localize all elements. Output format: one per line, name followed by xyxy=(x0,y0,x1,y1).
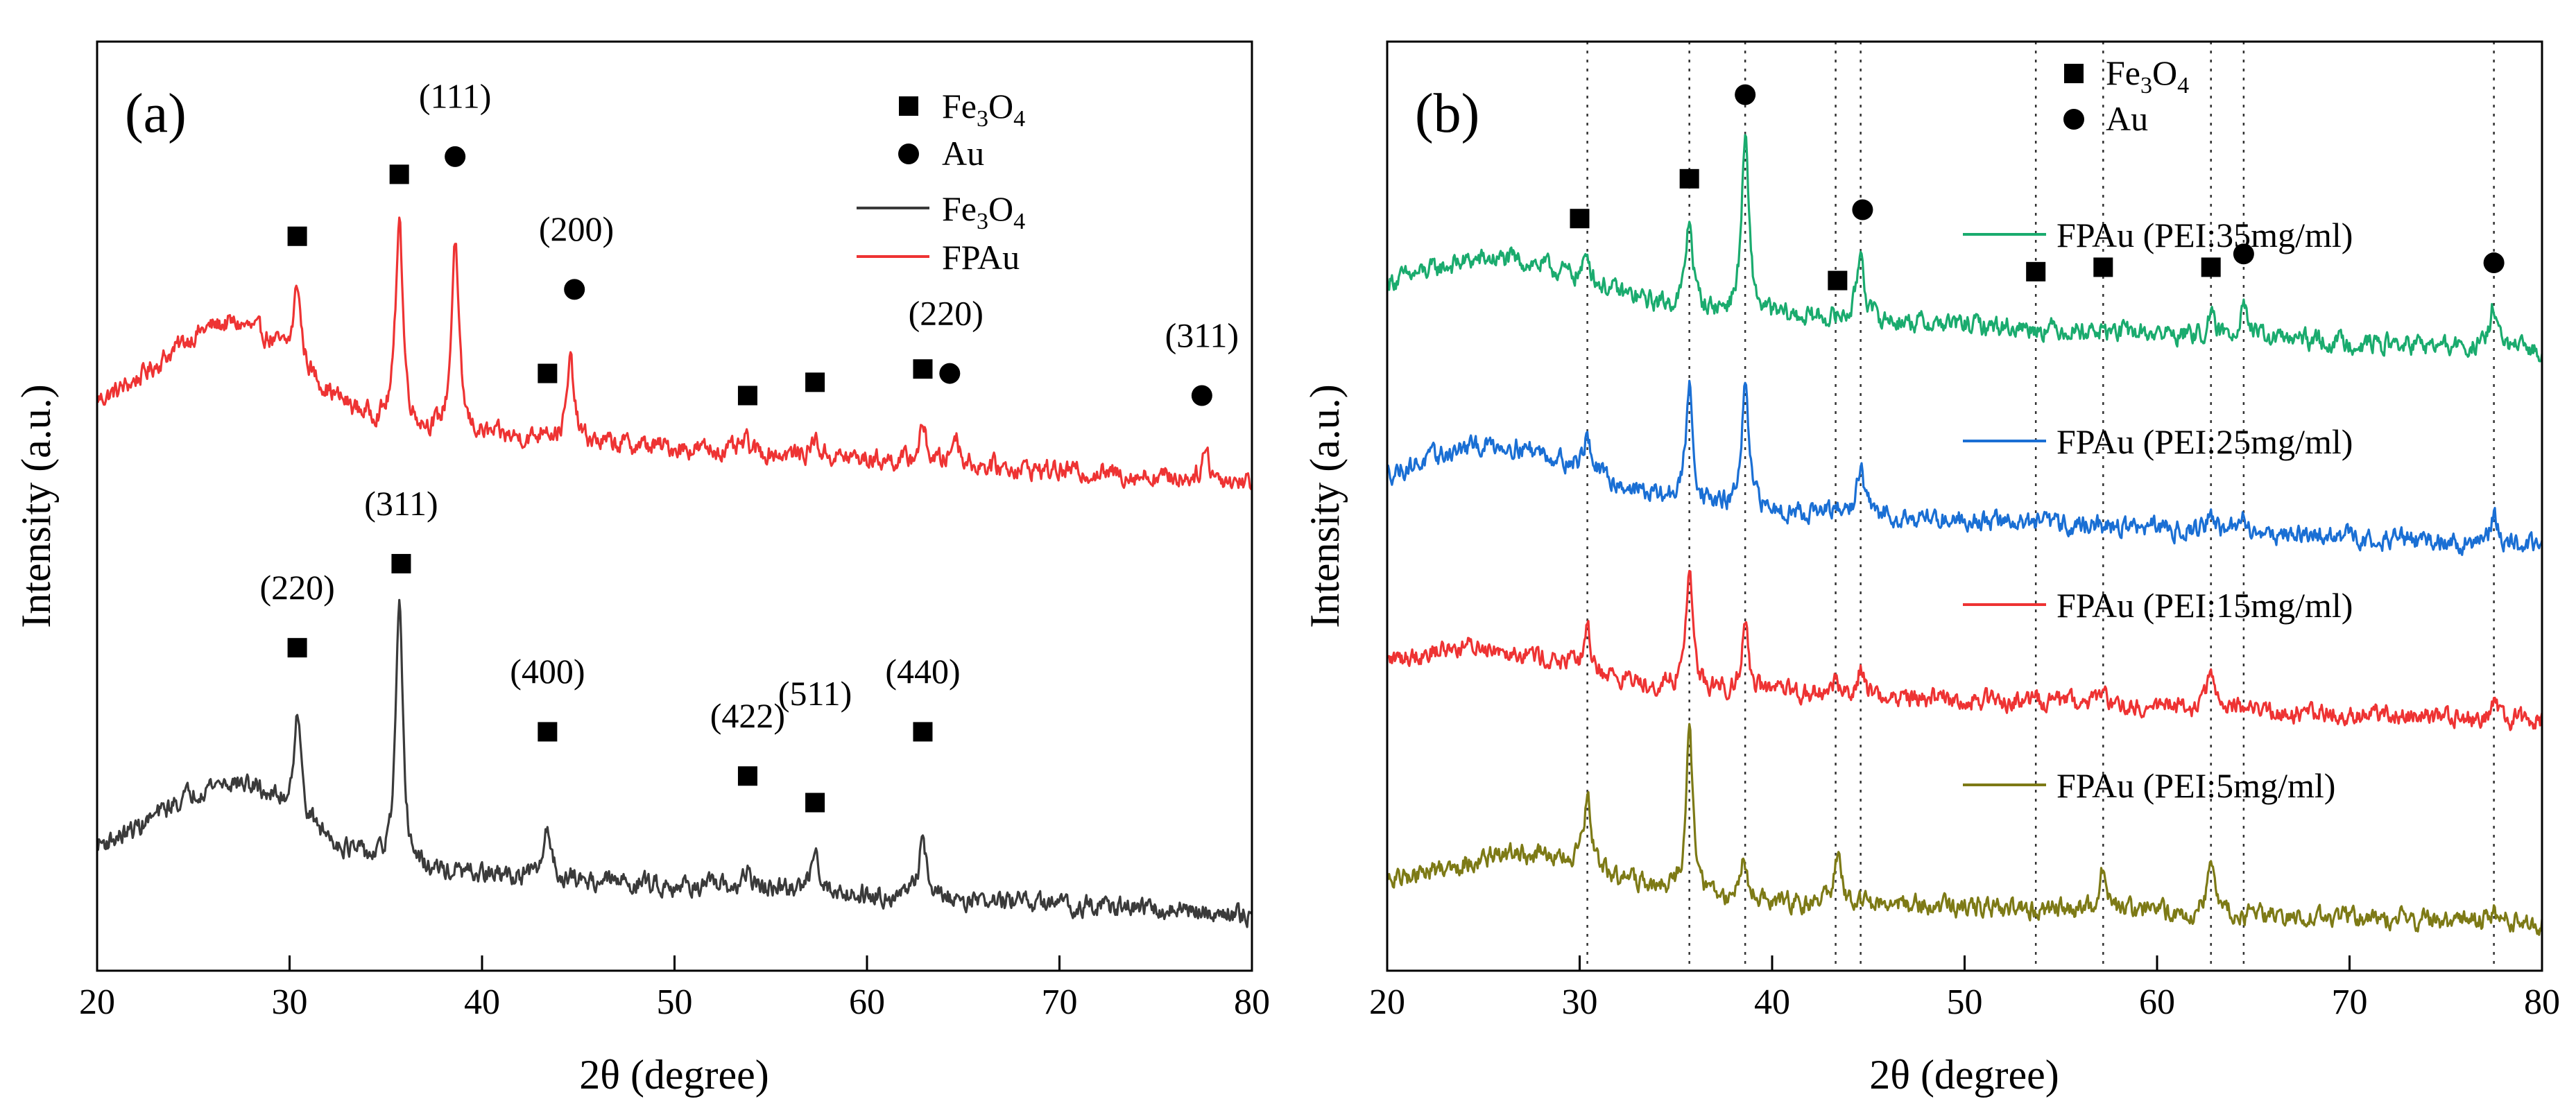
fe3o4-peak-marker xyxy=(1570,209,1590,229)
legend-pei15-label: FPAu (PEI:15mg/ml) xyxy=(2056,586,2353,625)
legend-fpau-line-label: FPAu xyxy=(942,238,1020,277)
x-tick-label: 70 xyxy=(2332,982,2368,1022)
miller-index-label: (311) xyxy=(1165,315,1239,354)
legend-au-marker-label: Au xyxy=(942,134,984,173)
fe3o4-peak-marker xyxy=(913,359,933,379)
x-tick-label: 70 xyxy=(1042,982,1078,1022)
x-tick-label: 60 xyxy=(2139,982,2175,1022)
x-tick-label: 20 xyxy=(79,982,115,1022)
fe3o4-peak-marker xyxy=(805,793,825,813)
au-peak-marker xyxy=(2483,252,2505,274)
fe3o4-peak-marker xyxy=(389,164,409,184)
legend-pei25-label: FPAu (PEI:25mg/ml) xyxy=(2056,422,2353,461)
panel-b-y-axis-label: Intensity (a.u.) xyxy=(1302,384,1348,628)
fe3o4-peak-marker xyxy=(737,386,757,406)
miller-index-label: (220) xyxy=(909,293,984,332)
fe3o4-peak-marker xyxy=(913,722,933,742)
miller-index-label: (440) xyxy=(885,652,960,691)
x-tick-label: 40 xyxy=(1754,982,1790,1022)
panel-b-chart: 20 30 40 50 60 70 80 (b) 2θ (degree) Intensity… xyxy=(1302,40,2560,1098)
series-line-fpau xyxy=(96,216,1253,491)
miller-index-label: (400) xyxy=(510,652,585,691)
legend-circle-marker xyxy=(898,144,919,164)
au-peak-marker xyxy=(939,363,961,384)
panel-b-label: (b) xyxy=(1415,83,1479,144)
fe3o4-peak-marker xyxy=(538,722,558,742)
legend-pei35-label: FPAu (PEI:35mg/ml) xyxy=(2056,216,2353,254)
fe3o4-peak-marker xyxy=(287,638,307,658)
fe3o4-peak-marker xyxy=(2093,257,2113,277)
panel-b-reference-lines xyxy=(1586,42,2495,971)
panel-b-x-axis-label: 2θ (degree) xyxy=(1869,1052,2059,1098)
miller-index-label: (111) xyxy=(419,77,492,116)
legend-fe3o4-marker-label: Fe3O4 xyxy=(942,87,1025,132)
au-peak-marker xyxy=(1191,385,1212,406)
legend-au-marker-label: Au xyxy=(2106,99,2148,138)
fe3o4-peak-marker xyxy=(737,766,757,786)
miller-index-label: (200) xyxy=(539,209,614,248)
legend-circle-marker xyxy=(2063,109,2084,130)
panel-a-y-axis-label: Intensity (a.u.) xyxy=(13,384,59,628)
panel-b-x-ticks: 20 30 40 50 60 70 80 xyxy=(1369,955,2560,1022)
panel-b-plot-area xyxy=(1386,84,2543,936)
series-line-fpau-pei-25mg-ml- xyxy=(1386,379,2543,556)
x-tick-label: 80 xyxy=(1234,982,1270,1022)
fe3o4-peak-marker xyxy=(1828,270,1848,291)
x-tick-label: 30 xyxy=(272,982,308,1022)
panel-b-marker-legend: Fe3O4 Au xyxy=(2063,53,2189,138)
fe3o4-peak-marker xyxy=(538,363,558,383)
x-tick-label: 50 xyxy=(1947,982,1983,1022)
series-line-fe3o4 xyxy=(96,598,1253,928)
panel-a-x-axis-label: 2θ (degree) xyxy=(579,1052,769,1098)
legend-pei5-label: FPAu (PEI:5mg/ml) xyxy=(2056,766,2335,805)
x-tick-label: 50 xyxy=(657,982,693,1022)
panel-a-x-ticks: 20 30 40 50 60 70 80 xyxy=(79,955,1270,1022)
miller-index-label: (422) xyxy=(710,696,785,735)
x-tick-label: 20 xyxy=(1369,982,1405,1022)
miller-index-label: (511) xyxy=(778,674,852,713)
au-peak-marker xyxy=(2233,243,2254,265)
miller-index-label: (311) xyxy=(364,484,438,523)
legend-fe3o4-line-label: Fe3O4 xyxy=(942,189,1025,234)
fe3o4-peak-marker xyxy=(391,553,411,573)
fe3o4-peak-marker xyxy=(805,372,825,392)
legend-square-marker xyxy=(899,96,918,116)
x-tick-label: 80 xyxy=(2524,982,2560,1022)
x-tick-label: 30 xyxy=(1562,982,1598,1022)
au-peak-marker xyxy=(1735,84,1756,105)
panel-a-label: (a) xyxy=(125,83,187,144)
fe3o4-peak-marker xyxy=(287,226,307,246)
panel-b-series-legend: FPAu (PEI:35mg/ml) FPAu (PEI:25mg/ml) FP… xyxy=(1963,216,2353,805)
fe3o4-peak-marker xyxy=(2201,257,2221,277)
panel-a-marker-legend: Fe3O4 Au xyxy=(898,87,1025,173)
legend-square-marker xyxy=(2064,64,2084,83)
au-peak-marker xyxy=(1852,199,1873,220)
au-peak-marker xyxy=(445,146,466,167)
series-line-fpau-pei-5mg-ml- xyxy=(1386,722,2543,936)
au-peak-marker xyxy=(564,279,585,300)
fe3o4-peak-marker xyxy=(2026,261,2046,282)
panel-a-plot-area: (111) (200) (220) (311) (220) (311) (400) (422)… xyxy=(96,77,1253,928)
miller-index-label: (220) xyxy=(259,568,334,607)
series-line-fpau-pei-15mg-ml- xyxy=(1386,569,2543,731)
panel-a-line-legend: Fe3O4 FPAu xyxy=(857,189,1025,277)
series-line-fpau-pei-35mg-ml- xyxy=(1386,134,2543,363)
x-tick-label: 60 xyxy=(849,982,885,1022)
panel-a-chart: (111) (200) (220) (311) (220) (311) (400) (422)… xyxy=(13,40,1270,1098)
legend-fe3o4-marker-label: Fe3O4 xyxy=(2106,53,2189,98)
fe3o4-peak-marker xyxy=(1679,168,1699,189)
x-tick-label: 40 xyxy=(464,982,500,1022)
